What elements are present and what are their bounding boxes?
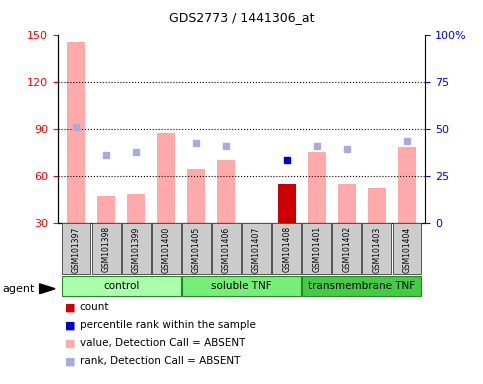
Text: GSM101399: GSM101399 xyxy=(132,226,141,273)
Bar xyxy=(302,276,422,296)
Bar xyxy=(182,223,211,274)
Bar xyxy=(247,223,266,226)
Text: soluble TNF: soluble TNF xyxy=(211,281,272,291)
Bar xyxy=(308,152,326,223)
Bar xyxy=(97,196,115,223)
Bar xyxy=(152,223,181,274)
Bar xyxy=(61,276,181,296)
Text: GSM101401: GSM101401 xyxy=(312,226,321,273)
Text: transmembrane TNF: transmembrane TNF xyxy=(308,281,415,291)
Bar xyxy=(302,223,331,274)
Text: ■: ■ xyxy=(65,338,76,348)
Bar xyxy=(393,223,422,274)
Text: agent: agent xyxy=(2,284,35,294)
Text: GSM101400: GSM101400 xyxy=(162,226,171,273)
Bar xyxy=(217,160,236,223)
Text: count: count xyxy=(80,302,109,312)
Text: GSM101406: GSM101406 xyxy=(222,226,231,273)
Text: GSM101397: GSM101397 xyxy=(71,226,81,273)
Text: GDS2773 / 1441306_at: GDS2773 / 1441306_at xyxy=(169,12,314,25)
Bar xyxy=(61,223,90,274)
Bar xyxy=(212,223,241,274)
Bar xyxy=(157,133,175,223)
Text: ■: ■ xyxy=(65,302,76,312)
Bar xyxy=(332,223,361,274)
Bar xyxy=(187,169,205,223)
Text: value, Detection Call = ABSENT: value, Detection Call = ABSENT xyxy=(80,338,245,348)
Text: control: control xyxy=(103,281,139,291)
Polygon shape xyxy=(40,284,55,294)
Bar xyxy=(398,147,416,223)
Bar xyxy=(362,223,391,274)
Text: rank, Detection Call = ABSENT: rank, Detection Call = ABSENT xyxy=(80,356,240,366)
Bar xyxy=(92,223,121,274)
Text: GSM101407: GSM101407 xyxy=(252,226,261,273)
Text: GSM101404: GSM101404 xyxy=(402,226,412,273)
Text: GSM101408: GSM101408 xyxy=(282,226,291,273)
Text: percentile rank within the sample: percentile rank within the sample xyxy=(80,320,256,330)
Bar xyxy=(272,223,301,274)
Bar xyxy=(368,188,386,223)
Bar xyxy=(127,195,145,223)
Text: ■: ■ xyxy=(65,356,76,366)
Bar xyxy=(182,276,301,296)
Bar xyxy=(278,184,296,223)
Text: ■: ■ xyxy=(65,320,76,330)
Bar xyxy=(67,42,85,223)
Text: GSM101398: GSM101398 xyxy=(101,226,111,273)
Text: GSM101402: GSM101402 xyxy=(342,226,351,273)
Text: GSM101405: GSM101405 xyxy=(192,226,201,273)
Bar xyxy=(338,184,356,223)
Text: GSM101403: GSM101403 xyxy=(372,226,382,273)
Bar xyxy=(242,223,271,274)
Bar xyxy=(122,223,151,274)
